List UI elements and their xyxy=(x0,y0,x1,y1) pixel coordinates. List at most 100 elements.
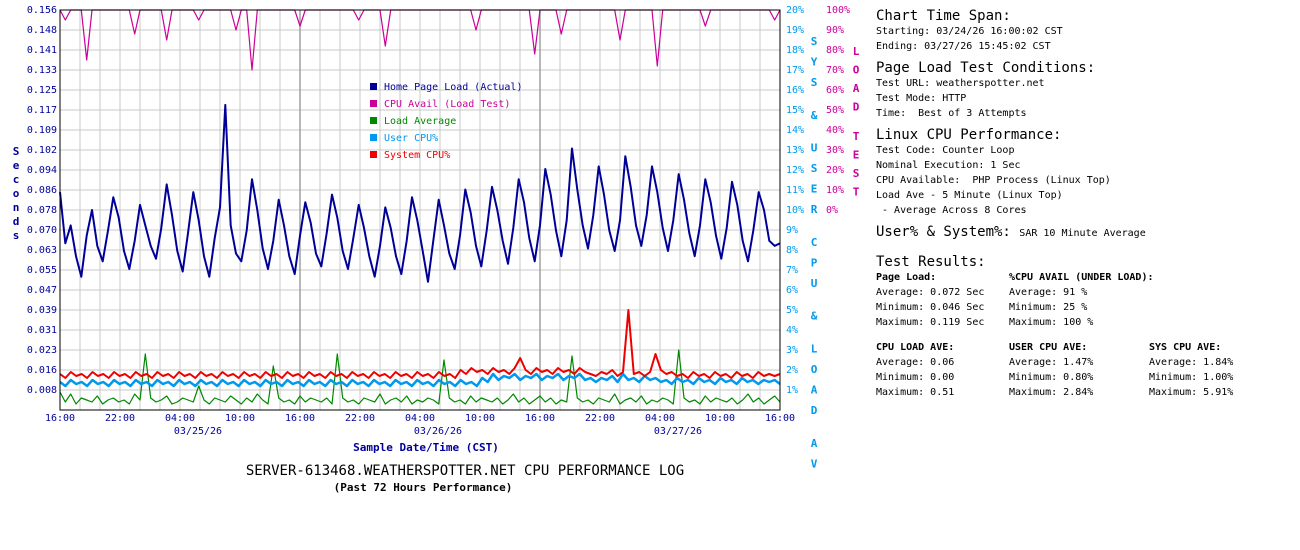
vertical-letter: A xyxy=(811,437,818,450)
results-title: Test Results: xyxy=(876,254,986,270)
y-left-tick-label: 0.141 xyxy=(27,45,57,56)
y-right-inner-tick-label: 7% xyxy=(786,265,798,276)
y-left-tick-label: 0.086 xyxy=(27,185,57,196)
chart-ticks: 0.008 0.016 0.023 0.031 0.039 0.047 0.055 0.063… xyxy=(27,5,850,437)
user-cpu-min: Minimum: 0.80% xyxy=(1009,372,1094,383)
legend-swatch xyxy=(370,117,377,124)
chart-subtitle: (Past 72 Hours Performance) xyxy=(334,481,513,494)
series-line-3 xyxy=(59,349,781,405)
load-ave: Load Ave - 5 Minute (Linux Top) xyxy=(876,190,1063,201)
x-tick-label: 22:00 xyxy=(585,413,615,424)
vertical-letter: & xyxy=(811,109,818,122)
y-left-tick-label: 0.047 xyxy=(27,285,57,296)
x-axis-label: Sample Date/Time (CST) xyxy=(353,441,499,454)
y-right-inner-tick-label: 17% xyxy=(786,65,804,76)
vertical-letter: C xyxy=(811,236,818,249)
x-tick-label: 04:00 xyxy=(645,413,675,424)
legend-label: Home Page Load (Actual) xyxy=(384,82,522,93)
y-right-inner-tick-label: 2% xyxy=(786,365,798,376)
x-tick-label: 04:00 xyxy=(405,413,435,424)
load-ave-cores: - Average Across 8 Cores xyxy=(876,205,1027,216)
sys-cpu-head: SYS CPU AVE: xyxy=(1149,342,1222,353)
cpu-load-min: Minimum: 0.00 xyxy=(876,372,955,383)
x-tick-label: 22:00 xyxy=(345,413,375,424)
vertical-letter: D xyxy=(811,404,818,417)
y-right-inner-tick-label: 13% xyxy=(786,145,804,156)
vertical-letter: U xyxy=(811,142,818,155)
y-left-tick-label: 0.016 xyxy=(27,365,57,376)
y-left-tick-label: 0.008 xyxy=(27,385,57,396)
legend-swatch xyxy=(370,151,377,158)
cpu-load-max: Maximum: 0.51 xyxy=(876,387,955,398)
y-right-inner-tick-label: 19% xyxy=(786,25,804,36)
vertical-letter: S xyxy=(853,167,860,180)
vertical-letter: S xyxy=(13,145,20,158)
y-right-inner-tick-label: 5% xyxy=(786,305,798,316)
sys-cpu-min: Minimum: 1.00% xyxy=(1149,372,1234,383)
series-line-5 xyxy=(59,309,781,379)
y-right-inner-tick-label: 11% xyxy=(786,185,804,196)
vertical-letter: S xyxy=(811,162,818,175)
chart-title: SERVER-613468.WEATHERSPOTTER.NET CPU PER… xyxy=(246,463,684,479)
x-tick-label: 16:00 xyxy=(525,413,555,424)
span-title: Chart Time Span: xyxy=(876,8,1011,24)
test-code: Test Code: Counter Loop xyxy=(876,145,1015,156)
y-right-inner-tick-label: 16% xyxy=(786,85,804,96)
vertical-letter: O xyxy=(811,363,818,376)
legend-label: User CPU% xyxy=(384,133,438,144)
results-row-2: CPU LOAD AVE: Average: 0.06 Minimum: 0.0… xyxy=(876,340,1296,400)
y-right-outer-tick-label: 10% xyxy=(826,185,844,196)
y-right-outer-tick-label: 0% xyxy=(826,205,838,216)
nominal-exec: Nominal Execution: 1 Sec xyxy=(876,160,1021,171)
vertical-letter: O xyxy=(853,64,860,77)
legend-label: System CPU% xyxy=(384,150,450,161)
x-date-label: 03/27/26 xyxy=(654,426,702,437)
vertical-letter: T xyxy=(853,130,860,143)
y-left-tick-label: 0.039 xyxy=(27,305,57,316)
y-right-inner-tick-label: 8% xyxy=(786,245,798,256)
y-right-inner-tick-label: 20% xyxy=(786,5,804,16)
vertical-letter: R xyxy=(811,203,818,216)
legend-swatch xyxy=(370,134,377,141)
cpu-load-avg: Average: 0.06 xyxy=(876,357,955,368)
y-right-inner-tick-label: 14% xyxy=(786,125,804,136)
legend-swatch xyxy=(370,83,377,90)
y-right-outer-tick-label: 30% xyxy=(826,145,844,156)
vertical-letter: e xyxy=(13,159,20,172)
y-right-outer-tick-label: 80% xyxy=(826,45,844,56)
y-right-inner-tick-label: 1% xyxy=(786,385,798,396)
y-right-inner-tick-label: 4% xyxy=(786,325,798,336)
results-row-1: Page Load: Average: 0.072 Sec Minimum: 0… xyxy=(876,270,1296,330)
y-left-tick-label: 0.055 xyxy=(27,265,57,276)
y-left-tick-label: 0.148 xyxy=(27,25,57,36)
vertical-letter: A xyxy=(853,82,860,95)
user-cpu-max: Maximum: 2.84% xyxy=(1009,387,1094,398)
chart-series xyxy=(59,9,781,405)
y-left-tick-label: 0.094 xyxy=(27,165,57,176)
y-right-outer-tick-label: 60% xyxy=(826,85,844,96)
vertical-letter: U xyxy=(811,277,818,290)
y-right-inner-tick-label: 15% xyxy=(786,105,804,116)
cpu-avail-avg: Average: 91 % xyxy=(1009,287,1088,298)
series-line-4 xyxy=(59,372,781,388)
cpu-load-head: CPU LOAD AVE: xyxy=(876,342,955,353)
y-right-inner-tick-label: 10% xyxy=(786,205,804,216)
test-url: Test URL: weatherspotter.net xyxy=(876,78,1045,89)
x-tick-label: 10:00 xyxy=(465,413,495,424)
x-date-label: 03/26/26 xyxy=(414,426,462,437)
y-right-inner-tick-label: 9% xyxy=(786,225,798,236)
vertical-letter: P xyxy=(811,256,818,269)
y-left-tick-label: 0.156 xyxy=(27,5,57,16)
cpu-available: CPU Available: PHP Process (Linux Top) xyxy=(876,175,1111,186)
info-panel: Chart Time Span: Starting: 03/24/26 16:0… xyxy=(876,8,1296,400)
usersys-title: User% & System%: xyxy=(876,224,1011,240)
y-left-tick-label: 0.023 xyxy=(27,345,57,356)
y-right-inner-tick-label: 18% xyxy=(786,45,804,56)
y-right-outer-tick-label: 90% xyxy=(826,25,844,36)
vertical-letter: A xyxy=(811,384,818,397)
user-cpu-avg: Average: 1.47% xyxy=(1009,357,1094,368)
chart-legend: Home Page Load (Actual) CPU Avail (Load T… xyxy=(370,82,522,161)
vertical-letter: c xyxy=(13,173,20,186)
